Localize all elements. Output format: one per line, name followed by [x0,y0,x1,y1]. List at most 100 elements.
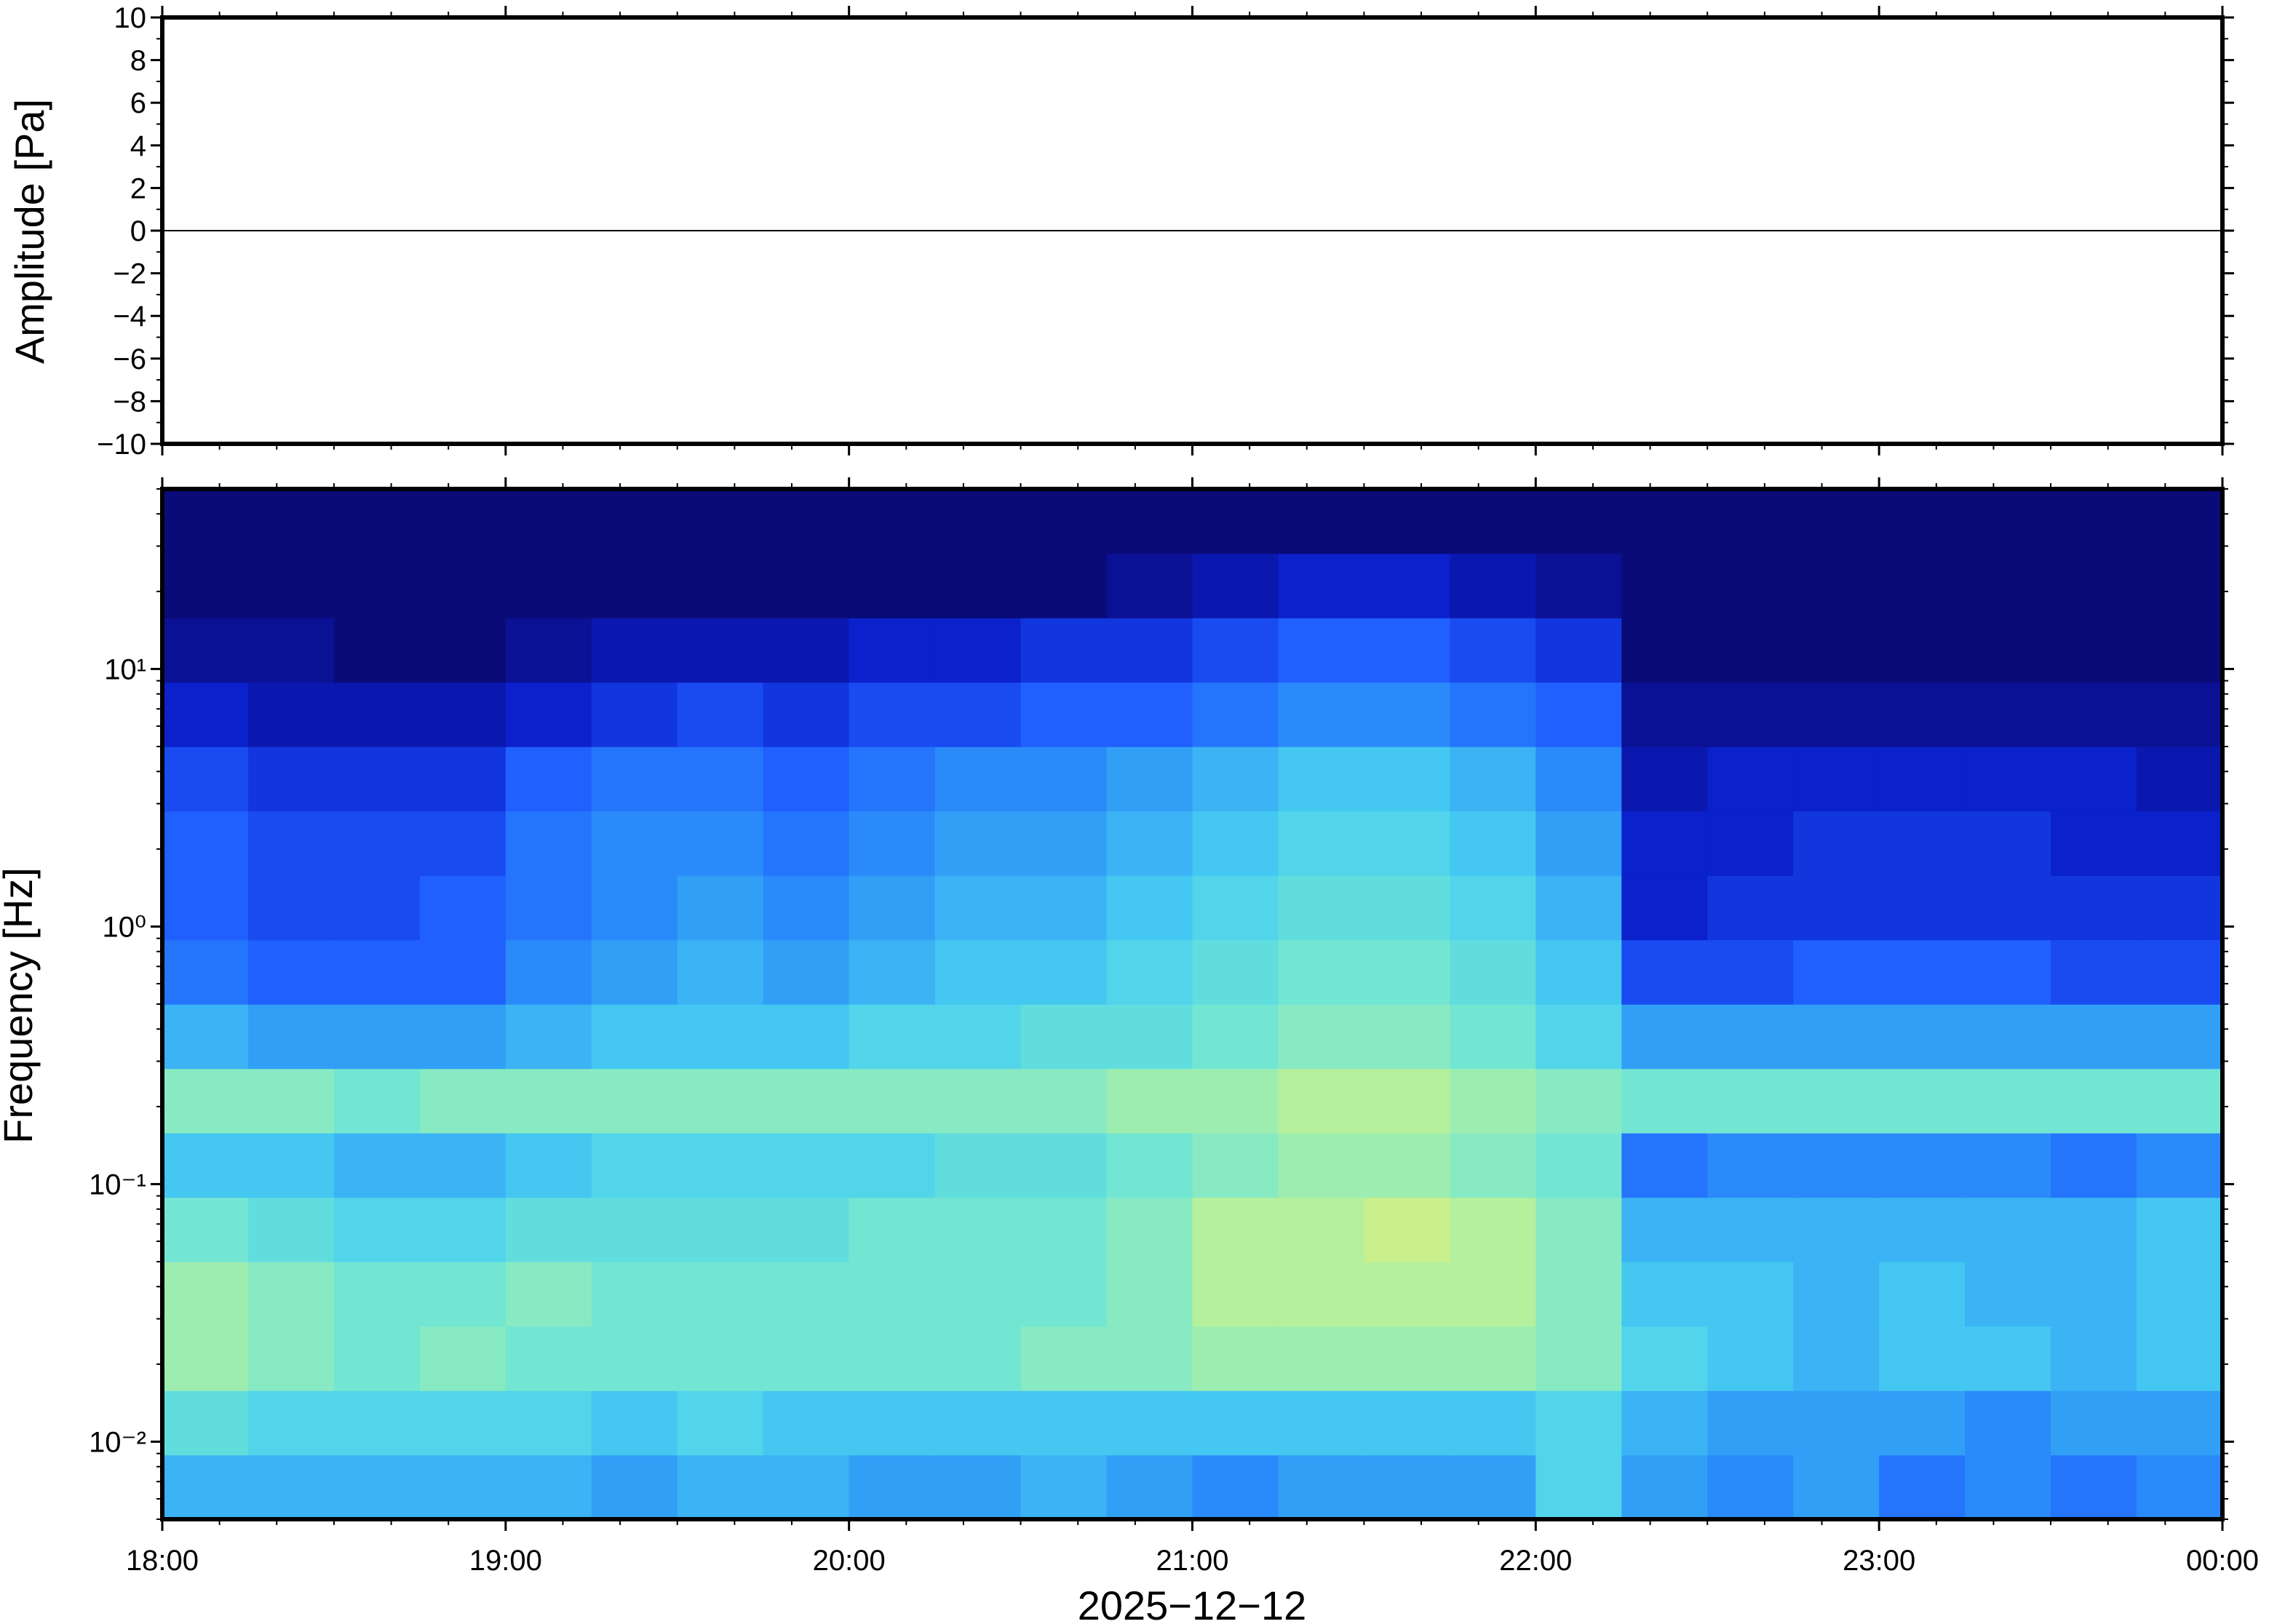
spectrogram-cell [419,1390,506,1456]
spectrogram-cell [1965,1326,2051,1391]
spectrogram-cell [1965,1068,2051,1134]
spectrogram-cell [1793,617,1880,683]
y-tick-label: −8 [113,386,146,418]
spectrogram-cell [1535,1326,1623,1391]
spectrogram-cell [505,682,592,747]
spectrogram-cell [2051,1390,2137,1456]
spectrogram-cell [849,1068,936,1134]
spectrogram-cell [1192,1261,1279,1327]
spectrogram-cell [1707,1390,1795,1456]
spectrogram-cell [419,1068,506,1134]
spectrogram-cell [1965,939,2051,1005]
spectrogram-cell [1707,1454,1795,1519]
spectrogram-cell [419,553,506,618]
spectrogram-cell [1192,553,1279,618]
spectrogram-cell [1793,489,1880,554]
spectrogram-cell [419,875,506,941]
spectrogram-cell [247,553,335,618]
spectrogram-cell [505,1003,592,1070]
spectrogram-cell [677,1068,764,1134]
spectrogram-cell [1621,1454,1709,1519]
spectrogram-cell [1879,1132,1966,1198]
spectrogram-cell [763,553,850,618]
spectrogram-cell [1535,1197,1623,1262]
spectrogram-cell [1278,1003,1365,1070]
spectrogram-cell [333,746,421,812]
spectrogram-cell [1192,1132,1279,1198]
spectrogram-cell [1793,875,1880,941]
spectrogram-cell [1278,1390,1365,1456]
spectrogram-cell [1965,811,2051,876]
y-tick-label: 6 [130,87,146,119]
spectrogram-cell [419,682,506,747]
spectrogram-cell [1364,1454,1451,1519]
spectrogram-cell [1278,939,1365,1005]
spectrogram-cell [1535,1003,1623,1070]
spectrogram-cell [1621,553,1709,618]
spectrogram-cell [505,811,592,876]
spectrogram-cell [162,553,249,618]
spectrogram-cell [763,682,850,747]
spectrogram-cell [934,553,1022,618]
spectrogram-cell [1278,1261,1365,1327]
spectrogram-cell [2137,1326,2222,1391]
spectrogram-cell [419,617,506,683]
spectrogram-cell [505,1390,592,1456]
spectrogram-cell [591,939,678,1005]
spectrogram-cell [1278,1454,1365,1519]
y-tick-label: −4 [113,300,146,333]
spectrogram-cell [677,1326,764,1391]
spectrogram-cell [1106,1197,1193,1262]
spectrogram-cell [763,1390,850,1456]
spectrogram-cell [419,1326,506,1391]
spectrogram-cell [849,1003,936,1070]
spectrogram-cell [2137,617,2222,683]
spectrogram-cell [1278,553,1365,618]
spectrogram-cell [591,811,678,876]
spectrogram-cell [934,1003,1022,1070]
spectrogram-cell [333,811,421,876]
spectrogram-cell [677,682,764,747]
spectrogram-cell [2051,553,2137,618]
spectrogram-cell [1278,682,1365,747]
spectrogram-cell [934,1454,1022,1519]
spectrogram-cell [505,1454,592,1519]
spectrogram-cell [1364,811,1451,876]
spectrogram-cell [1106,1261,1193,1327]
spectrogram-cell [1364,682,1451,747]
spectrogram-cell [1535,489,1623,554]
spectrogram-cell [419,489,506,554]
spectrogram-cell [505,489,592,554]
spectrogram-cell [505,1326,592,1391]
spectrogram-cell [2051,939,2137,1005]
spectrogram-cell [1535,746,1623,812]
spectrogram-cell [162,746,249,812]
spectrogram-cell [1020,1132,1108,1198]
spectrogram-cell [1535,1068,1623,1134]
spectrogram-cell [1192,682,1279,747]
spectrogram-cell [2051,1003,2137,1070]
spectrogram-cell [1450,811,1537,876]
spectrogram-cell [1450,1326,1537,1391]
spectrogram-cell [1621,939,1709,1005]
spectrogram-cell [591,1454,678,1519]
spectrogram-cell [1879,617,1966,683]
y-tick-label: 10¹ [104,653,146,685]
spectrogram-cell [505,939,592,1005]
spectrogram-cell [1278,1326,1365,1391]
spectrogram-cell [333,1003,421,1070]
y-tick-label: 4 [130,130,146,162]
spectrogram-cell [1707,1326,1795,1391]
spectrogram-cell [1364,1261,1451,1327]
spectrogram-cell [763,1326,850,1391]
spectrogram-cell [934,1132,1022,1198]
spectrogram-cell [162,1326,249,1391]
spectrogram-cell [1707,1068,1795,1134]
spectrogram-cell [934,746,1022,812]
spectrogram-cell [505,1068,592,1134]
spectrogram-cell [1450,1003,1537,1070]
spectrogram-cell [677,1390,764,1456]
spectrogram-cell [1192,875,1279,941]
spectrogram-cell [1707,811,1795,876]
spectrogram-cell [2137,1068,2222,1134]
